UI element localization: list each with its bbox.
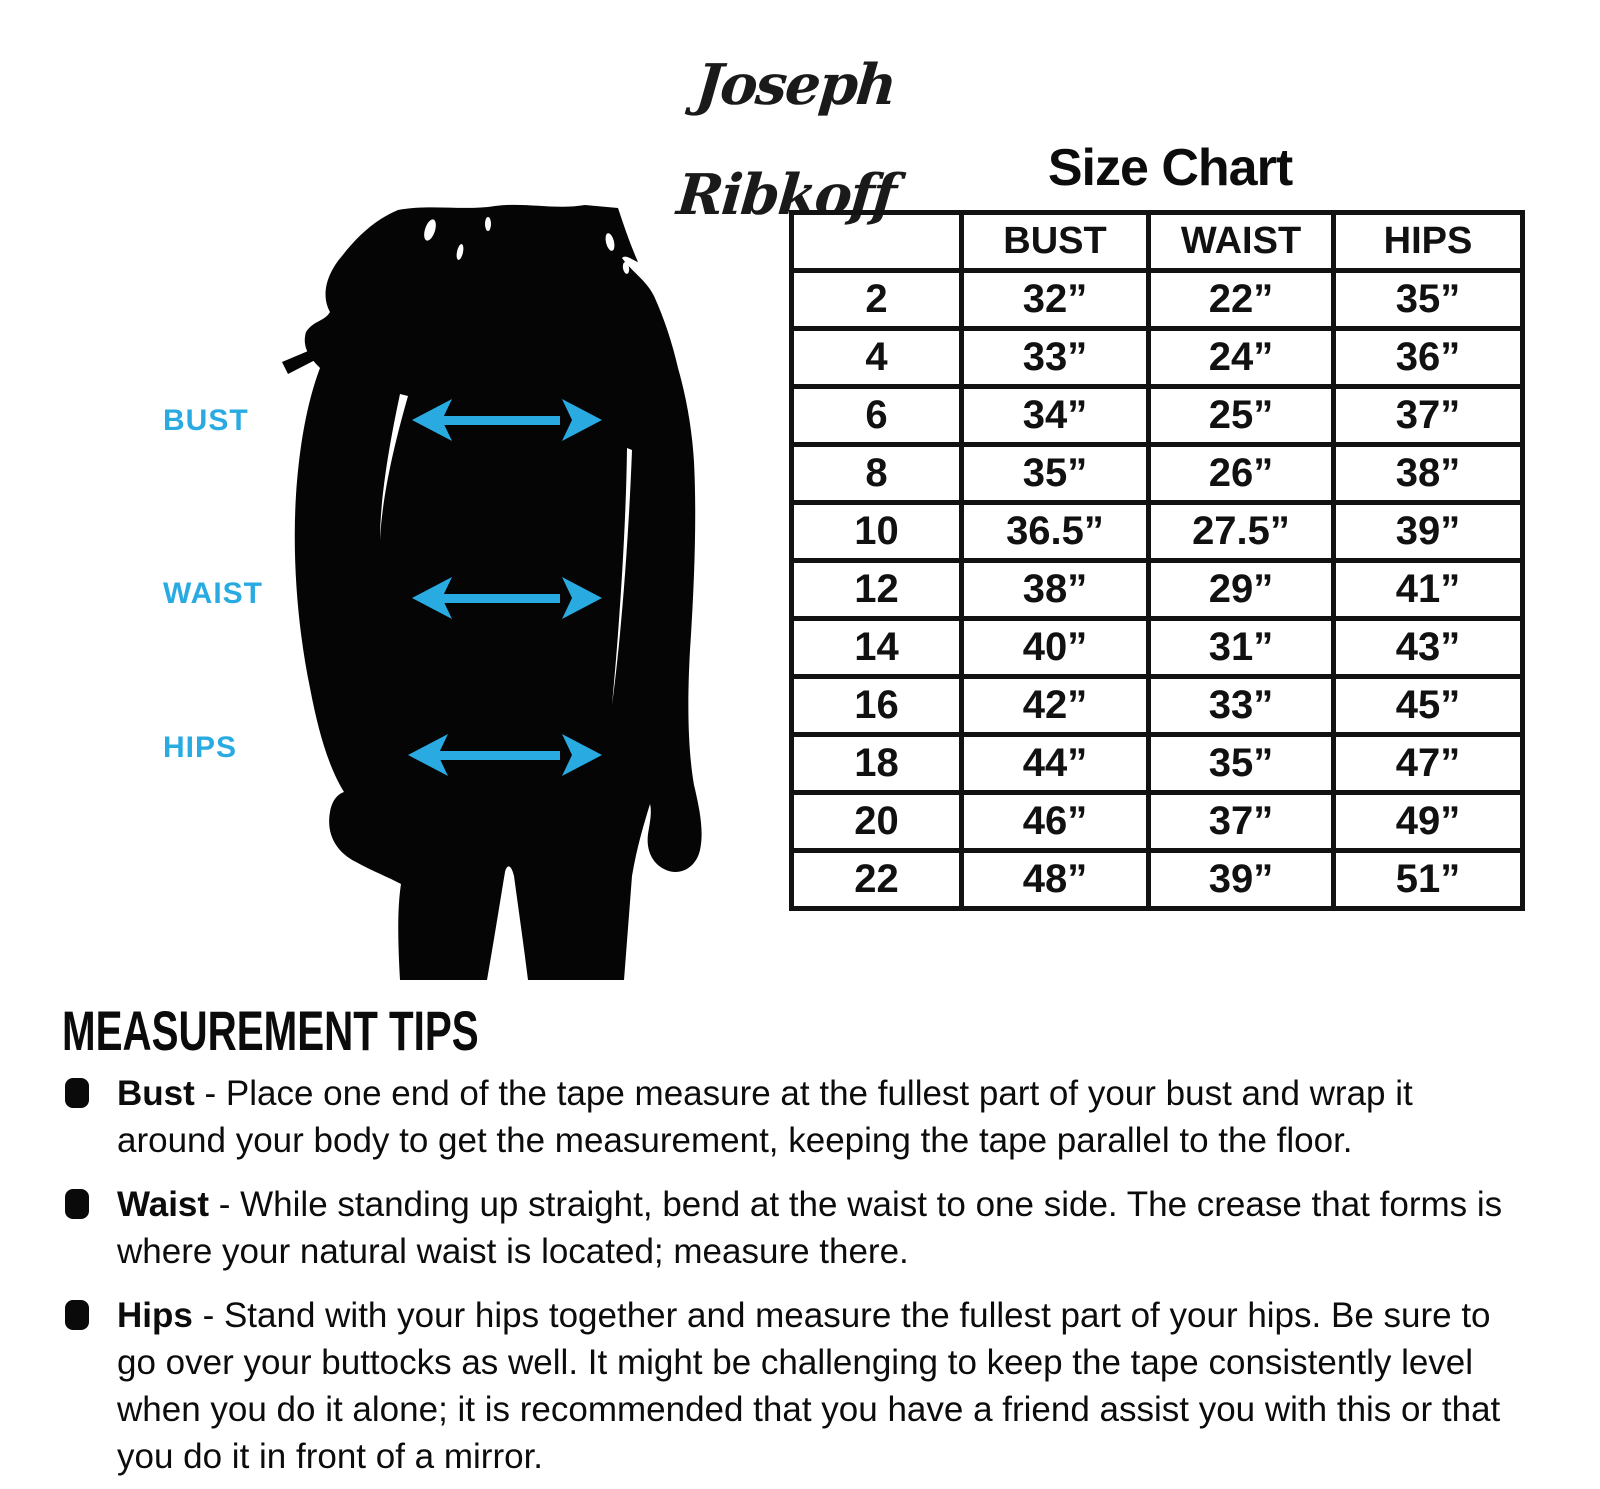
measurement-cell: 45” — [1331, 674, 1525, 737]
rounded-square-bullet-icon — [65, 1300, 89, 1330]
size-cell: 16 — [789, 674, 964, 737]
size-cell: 4 — [789, 326, 964, 389]
rounded-square-bullet-icon — [65, 1189, 89, 1219]
waist-label: WAIST — [163, 577, 263, 610]
hips-column-header: HIPS — [1331, 210, 1525, 273]
size-cell: 8 — [789, 442, 964, 505]
size-cell: 22 — [789, 848, 964, 911]
size-cell: 20 — [789, 790, 964, 853]
size-table-body: 2 32” 22” 35” 4 33” 24” 36” 6 34” 25” 37” 8 35” 26” 38”… — [789, 268, 1525, 911]
waist-column-header: WAIST — [1146, 210, 1336, 273]
measurement-cell: 37” — [1146, 790, 1336, 853]
body-silhouette — [282, 204, 702, 980]
measurement-cell: 36.5” — [959, 500, 1151, 563]
measurement-cell: 35” — [1146, 732, 1336, 795]
size-column-header — [789, 210, 964, 273]
measurement-cell: 35” — [1331, 268, 1525, 331]
table-row: 12 38” 29” 41” — [789, 558, 1525, 621]
tip-term: Waist — [117, 1185, 210, 1224]
tip-text: Waist - While standing up straight, bend… — [117, 1185, 1503, 1271]
hair-highlight — [485, 217, 491, 231]
size-chart-table: BUST WAIST HIPS 2 32” 22” 35” 4 33” 24” 36” 6 34”… — [789, 210, 1525, 911]
measurement-cell: 38” — [959, 558, 1151, 621]
brand-logo: Joseph Ribkoff — [674, 52, 898, 228]
size-cell: 10 — [789, 500, 964, 563]
table-row: 4 33” 24” 36” — [789, 326, 1525, 389]
tip-item: Hips - Stand with your hips together and… — [65, 1292, 1517, 1480]
hips-label: HIPS — [163, 731, 238, 764]
measurement-cell: 48” — [959, 848, 1151, 911]
measurement-cell: 43” — [1331, 616, 1525, 679]
table-row: 10 36.5” 27.5” 39” — [789, 500, 1525, 563]
table-row: 20 46” 37” 49” — [789, 790, 1525, 853]
measurement-cell: 27.5” — [1146, 500, 1336, 563]
tip-text: Hips - Stand with your hips together and… — [117, 1296, 1501, 1476]
tip-text: Bust - Place one end of the tape measure… — [117, 1074, 1413, 1160]
measurement-cell: 44” — [959, 732, 1151, 795]
hair-highlight — [622, 262, 630, 274]
bust-measure-arrow-icon — [412, 399, 602, 441]
tip-term: Bust — [117, 1074, 195, 1113]
measurement-cell: 38” — [1331, 442, 1525, 505]
measurement-cell: 35” — [959, 442, 1151, 505]
tip-item: Waist - While standing up straight, bend… — [65, 1181, 1517, 1275]
table-row: 8 35” 26” 38” — [789, 442, 1525, 505]
table-row: 16 42” 33” 45” — [789, 674, 1525, 737]
measurement-cell: 49” — [1331, 790, 1525, 853]
measurement-cell: 34” — [959, 384, 1151, 447]
bust-column-header: BUST — [959, 210, 1151, 273]
tips-list: Bust - Place one end of the tape measure… — [65, 1070, 1517, 1489]
measurement-cell: 33” — [959, 326, 1151, 389]
size-cell: 18 — [789, 732, 964, 795]
tip-item: Bust - Place one end of the tape measure… — [65, 1070, 1517, 1164]
measurement-cell: 41” — [1331, 558, 1525, 621]
figure-diagram — [280, 200, 710, 985]
measurement-cell: 26” — [1146, 442, 1336, 505]
measurement-cell: 22” — [1146, 268, 1336, 331]
measurement-cell: 46” — [959, 790, 1151, 853]
measurement-cell: 33” — [1146, 674, 1336, 737]
measurement-cell: 31” — [1146, 616, 1336, 679]
tip-term: Hips — [117, 1296, 193, 1335]
tips-heading: MEASUREMENT TIPS — [62, 999, 479, 1062]
table-row: 14 40” 31” 43” — [789, 616, 1525, 679]
silhouette-hair-wisp — [282, 346, 323, 374]
measurement-cell: 42” — [959, 674, 1151, 737]
table-row: 18 44” 35” 47” — [789, 732, 1525, 795]
measurement-cell: 47” — [1331, 732, 1525, 795]
bust-label: BUST — [163, 404, 249, 437]
table-row: 22 48” 39” 51” — [789, 848, 1525, 911]
measurement-cell: 29” — [1146, 558, 1336, 621]
size-cell: 6 — [789, 384, 964, 447]
waist-highlight-right — [612, 448, 632, 705]
measurement-cell: 37” — [1331, 384, 1525, 447]
measurement-cell: 32” — [959, 268, 1151, 331]
table-header-row: BUST WAIST HIPS — [789, 210, 1525, 273]
measurement-cell: 40” — [959, 616, 1151, 679]
measurement-cell: 24” — [1146, 326, 1336, 389]
measurement-cell: 36” — [1331, 326, 1525, 389]
size-cell: 12 — [789, 558, 964, 621]
hair-highlight — [456, 244, 464, 260]
hair-highlight — [605, 233, 615, 251]
size-cell: 14 — [789, 616, 964, 679]
waist-measure-arrow-icon — [412, 577, 602, 619]
table-row: 2 32” 22” 35” — [789, 268, 1525, 331]
measurement-cell: 39” — [1146, 848, 1336, 911]
silhouette-body-path — [294, 204, 702, 980]
size-chart-title: Size Chart — [1047, 139, 1293, 197]
measurement-cell: 51” — [1331, 848, 1525, 911]
rounded-square-bullet-icon — [65, 1078, 89, 1108]
size-cell: 2 — [789, 268, 964, 331]
hips-measure-arrow-icon — [408, 734, 602, 776]
measurement-cell: 39” — [1331, 500, 1525, 563]
hair-highlight — [424, 219, 436, 241]
measurement-cell: 25” — [1146, 384, 1336, 447]
table-row: 6 34” 25” 37” — [789, 384, 1525, 447]
